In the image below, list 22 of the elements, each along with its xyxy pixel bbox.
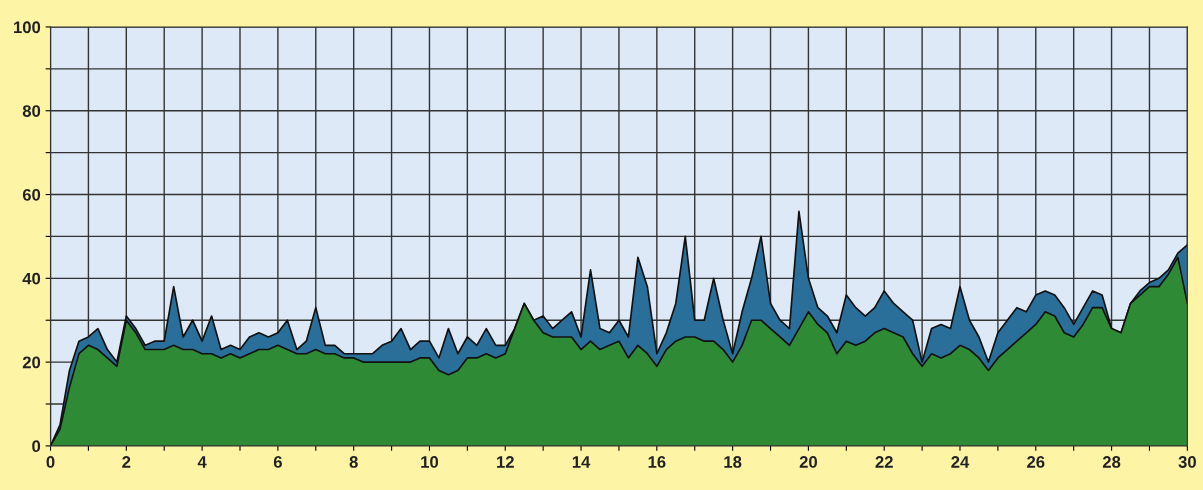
x-tick-label: 10 [421, 456, 439, 468]
y-tick-label: 0 [32, 440, 41, 453]
x-tick-label: 26 [1027, 456, 1045, 468]
x-tick-label: 28 [1102, 456, 1121, 468]
y-tick-label: 80 [22, 105, 41, 117]
x-tick-label: 14 [572, 456, 591, 468]
x-tick-label: 2 [122, 456, 131, 468]
x-tick-label: 20 [799, 456, 817, 468]
x-tick-label: 22 [875, 456, 893, 468]
x-tick-label: 6 [273, 456, 282, 468]
x-tick-label: 0 [46, 456, 55, 468]
y-tick-label: 100 [14, 21, 41, 34]
x-tick-label: 16 [648, 456, 666, 468]
x-tick-label: 18 [724, 456, 742, 468]
y-tick-label: 40 [22, 272, 41, 285]
x-tick-label: 30 [1178, 456, 1196, 468]
x-tick-label: 8 [349, 456, 358, 468]
x-tick-label: 12 [497, 456, 514, 468]
x-tick-label: 4 [197, 456, 207, 468]
y-tick-label: 20 [22, 356, 41, 369]
y-tick-label: 60 [22, 188, 41, 201]
x-tick-label: 24 [951, 456, 970, 468]
